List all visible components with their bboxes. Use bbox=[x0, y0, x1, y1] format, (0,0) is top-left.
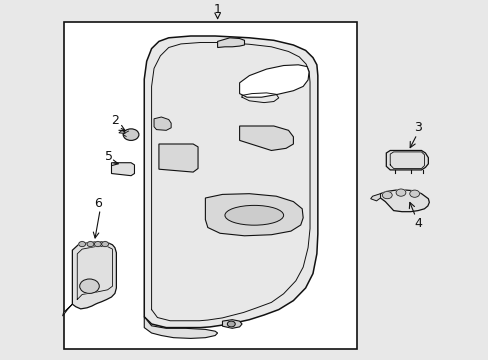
Circle shape bbox=[395, 189, 405, 196]
PathPatch shape bbox=[119, 130, 125, 134]
PathPatch shape bbox=[111, 163, 134, 176]
Text: 3: 3 bbox=[413, 121, 421, 134]
PathPatch shape bbox=[159, 144, 198, 172]
PathPatch shape bbox=[239, 65, 308, 97]
Circle shape bbox=[382, 192, 391, 199]
Ellipse shape bbox=[224, 205, 283, 225]
PathPatch shape bbox=[222, 320, 242, 328]
Text: 1: 1 bbox=[213, 3, 221, 15]
PathPatch shape bbox=[144, 317, 217, 338]
Circle shape bbox=[79, 242, 85, 247]
PathPatch shape bbox=[154, 117, 171, 130]
PathPatch shape bbox=[72, 242, 116, 309]
PathPatch shape bbox=[62, 304, 72, 316]
PathPatch shape bbox=[380, 190, 428, 212]
PathPatch shape bbox=[205, 194, 303, 236]
Circle shape bbox=[409, 190, 419, 197]
PathPatch shape bbox=[370, 194, 380, 201]
Circle shape bbox=[102, 242, 108, 247]
Text: 2: 2 bbox=[111, 114, 119, 127]
Bar bbox=[63, 22, 356, 349]
PathPatch shape bbox=[217, 38, 244, 48]
Text: 6: 6 bbox=[94, 197, 102, 210]
PathPatch shape bbox=[386, 150, 427, 170]
PathPatch shape bbox=[144, 36, 317, 328]
Circle shape bbox=[94, 242, 101, 247]
Text: 4: 4 bbox=[413, 217, 421, 230]
Circle shape bbox=[80, 279, 99, 293]
Text: 5: 5 bbox=[104, 150, 112, 163]
PathPatch shape bbox=[239, 126, 293, 150]
Circle shape bbox=[87, 242, 94, 247]
Circle shape bbox=[227, 321, 235, 327]
Circle shape bbox=[123, 129, 139, 140]
